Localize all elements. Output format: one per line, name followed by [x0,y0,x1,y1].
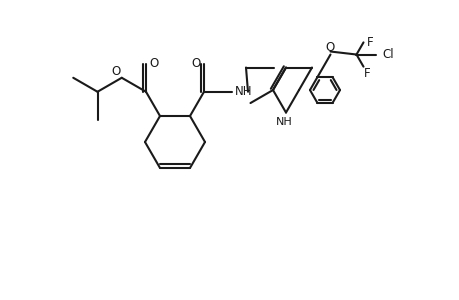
Text: F: F [364,67,370,80]
Text: O: O [111,65,120,78]
Text: NH: NH [235,85,252,98]
Text: F: F [366,36,373,49]
Text: O: O [149,57,158,70]
Text: O: O [191,57,200,70]
Text: O: O [325,41,335,54]
Text: Cl: Cl [382,48,393,61]
Text: NH: NH [275,117,292,127]
